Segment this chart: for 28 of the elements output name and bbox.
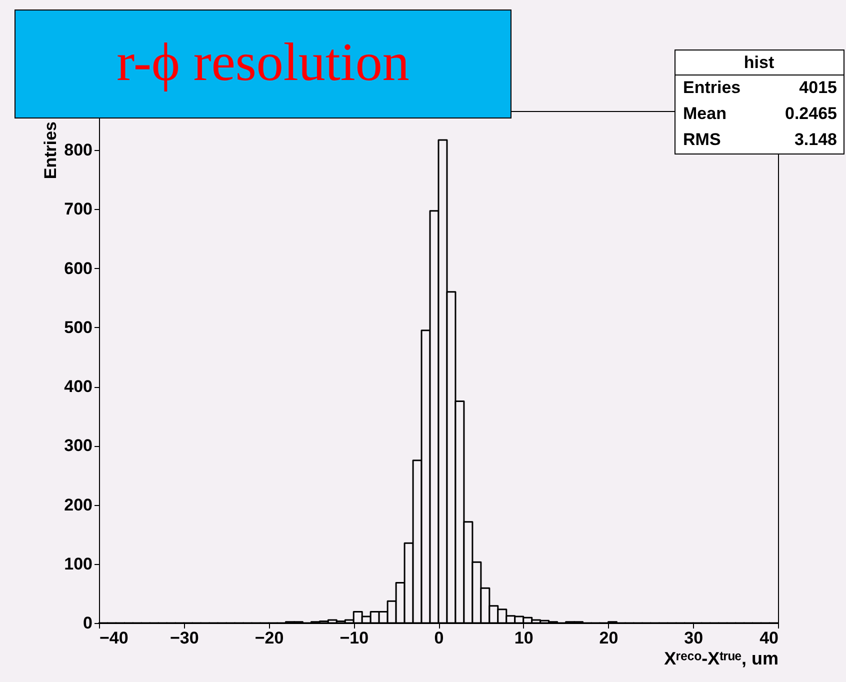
y-tick-label: 200 — [64, 495, 92, 514]
x-tick-label: −40 — [100, 628, 128, 648]
text: 0.2465 — [785, 104, 837, 123]
y-tick-label: 600 — [64, 258, 92, 278]
y-tick-label: 800 — [64, 140, 92, 160]
text: 3.148 — [794, 130, 837, 149]
x-tick-label: −20 — [254, 628, 284, 648]
y-tick-label: 100 — [64, 554, 92, 574]
annotation: Mean — [683, 104, 726, 123]
text: Entries — [683, 78, 741, 97]
x-tick-label: 20 — [599, 628, 618, 648]
chart-title: r-ϕ resolution — [116, 32, 410, 92]
annotation: RMS — [683, 130, 721, 149]
x-axis-title: Xʳᵉᶜᵒ-Xᵗʳᵘᵉ, um — [664, 648, 778, 668]
x-tick-label: 40 — [760, 628, 778, 648]
y-tick-label: 400 — [64, 377, 92, 396]
text: hist — [744, 53, 774, 72]
y-tick-label: 500 — [64, 318, 92, 337]
y-tick-label: 300 — [64, 436, 92, 456]
x-tick-label: −30 — [170, 628, 199, 648]
y-tick-label: 700 — [64, 200, 92, 219]
y-tick-label: 0 — [83, 614, 92, 632]
x-tick-label: 10 — [514, 628, 534, 648]
y-axis-title: Entries — [41, 122, 60, 180]
x-tick-label: −10 — [340, 628, 369, 648]
x-tick-label: 30 — [684, 628, 704, 648]
x-tick-label: 0 — [434, 628, 444, 648]
text: 4015 — [799, 78, 837, 97]
